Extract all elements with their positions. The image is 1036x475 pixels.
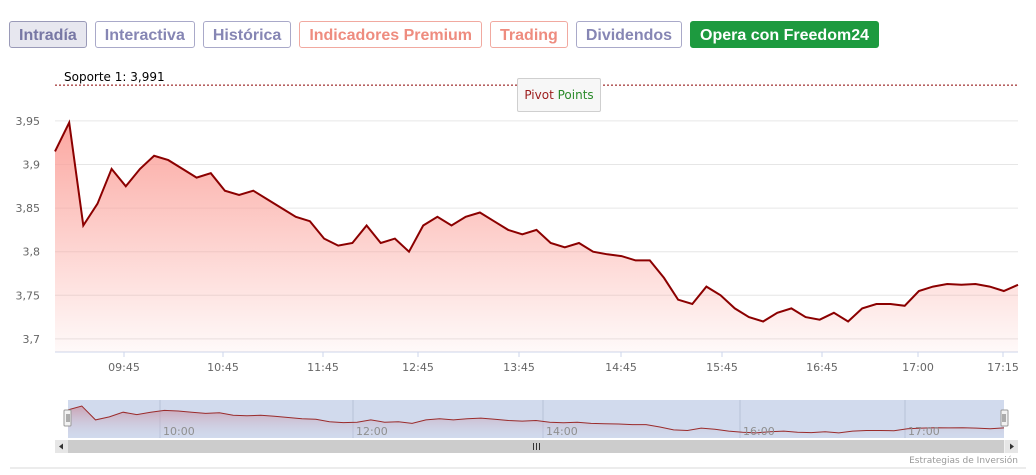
tooltip-word-pivot: Pivot	[524, 88, 554, 102]
tab-interactiva[interactable]: Interactiva	[94, 21, 195, 48]
arrow-right-icon	[1010, 443, 1014, 450]
y-axis: 3,95 3,9 3,85 3,8 3,75 3,7	[16, 115, 41, 346]
scrollbar-track[interactable]	[55, 440, 1018, 453]
navigator-label: 17:00	[908, 425, 940, 438]
pivot-points-tooltip: Pivot Points	[517, 78, 601, 112]
x-tick-label: 15:45	[706, 361, 738, 374]
x-tick-label: 11:45	[307, 361, 339, 374]
y-tick-label: 3,9	[23, 158, 41, 171]
navigator-handle-right[interactable]	[1000, 409, 1009, 427]
navigator-area	[68, 406, 1004, 437]
navigator-gridlines	[159, 400, 906, 438]
navigator-handle-left[interactable]	[63, 409, 72, 427]
scroll-left-button[interactable]	[55, 440, 68, 453]
x-tick-label: 12:45	[402, 361, 434, 374]
navigator-window[interactable]	[68, 400, 1004, 438]
x-tick-label: 14:45	[605, 361, 637, 374]
opera-freedom24-button[interactable]: Opera con Freedom24	[690, 21, 879, 48]
tab-intradia[interactable]: Intradía	[9, 21, 87, 48]
y-tick-label: 3,85	[16, 202, 41, 215]
y-tick-label: 3,7	[23, 333, 41, 346]
x-tick-label: 13:45	[503, 361, 535, 374]
tab-trading[interactable]: Trading	[490, 21, 568, 48]
navigator-label: 12:00	[356, 425, 388, 438]
tooltip-word-points: Points	[557, 88, 594, 102]
scrollbar[interactable]	[55, 440, 1018, 453]
y-tick-label: 3,95	[16, 115, 41, 128]
price-line	[54, 119, 1019, 323]
price-area	[55, 122, 1018, 352]
scrollbar-thumb[interactable]	[68, 440, 1004, 453]
y-tick-label: 3,75	[16, 289, 41, 302]
navigator-label: 14:00	[546, 425, 578, 438]
navigator-label: 16:00	[743, 425, 775, 438]
navigator-line	[67, 405, 1005, 434]
x-tick-label: 10:45	[207, 361, 239, 374]
arrow-left-icon	[59, 443, 63, 450]
x-tick-label: 17:00	[902, 361, 934, 374]
x-axis: 09:45 10:45 11:45 12:45 13:45 14:45 15:45 16:45…	[108, 352, 1019, 374]
scroll-right-button[interactable]	[1005, 440, 1018, 453]
navigator[interactable]: 10:00 12:00 14:00 16:00 17:00	[63, 400, 1009, 438]
x-tick-label: 17:15	[987, 361, 1019, 374]
chart-gridlines	[55, 120, 1018, 340]
navigator-label: 10:00	[163, 425, 195, 438]
tab-historica[interactable]: Histórica	[202, 21, 292, 48]
grip-lines-icon	[533, 443, 540, 450]
y-tick-label: 3,8	[23, 246, 41, 259]
tab-dividendos[interactable]: Dividendos	[575, 21, 683, 48]
navigator-labels: 10:00 12:00 14:00 16:00 17:00	[163, 425, 940, 438]
chart-tabs: Intradía Interactiva Histórica Indicador…	[9, 21, 879, 48]
tab-indicadores-premium[interactable]: Indicadores Premium	[299, 21, 483, 48]
credits-text[interactable]: Estrategias de Inversión	[909, 455, 1018, 466]
x-tick-label: 16:45	[806, 361, 838, 374]
x-tick-label: 09:45	[108, 361, 140, 374]
support-label: Soporte 1: 3,991	[64, 70, 165, 84]
